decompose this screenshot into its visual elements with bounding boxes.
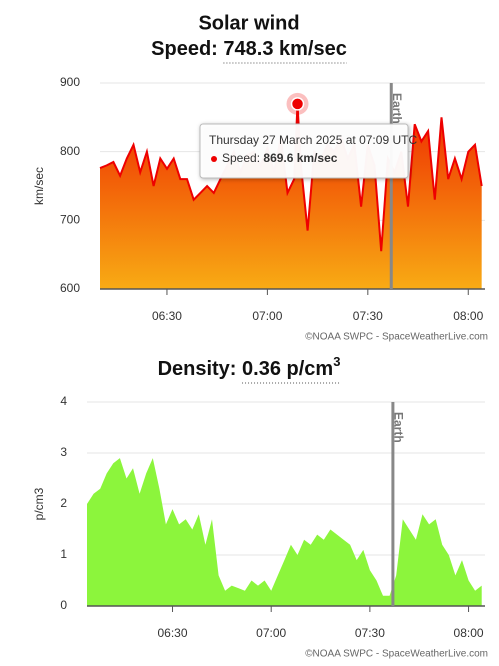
earth-label: Earth [392, 412, 406, 443]
x-tick-label: 08:00 [454, 626, 484, 640]
tooltip-value: 869.6 km/sec [263, 151, 337, 165]
y-tick-label: 4 [60, 394, 67, 408]
y-tick-label: 2 [60, 496, 67, 510]
credit: ©NOAA SWPC - SpaceWeatherLive.com [305, 649, 488, 660]
tooltip-text: Speed: 869.6 km/sec [222, 151, 338, 165]
y-axis-label: km/sec [32, 167, 46, 205]
x-tick-label: 07:30 [355, 626, 385, 640]
subtitle-value: 748.3 km/sec [223, 38, 346, 60]
subtitle-label: Density: [158, 358, 237, 380]
x-tick-label: 07:00 [252, 309, 282, 323]
line [99, 103, 483, 252]
chart-title: Solar wind [198, 12, 299, 34]
tooltip-bullet [211, 156, 217, 162]
subtitle: Speed: 748.3 km/sec [151, 38, 347, 60]
x-tick-label: 06:30 [158, 626, 188, 640]
subtitle-sup: 3 [333, 354, 340, 369]
subtitle-value: 0.36 p/cm [242, 358, 333, 380]
y-tick-label: 900 [60, 75, 80, 89]
x-tick-label: 07:00 [256, 626, 286, 640]
subtitle: Density: 0.36 p/cm3 [158, 354, 341, 380]
x-tick-label: 08:00 [453, 309, 483, 323]
tooltip-label: Speed: [222, 151, 260, 165]
y-tick-label: 600 [60, 281, 80, 295]
tooltip-date: Thursday 27 March 2025 at 07:09 UTC [209, 133, 417, 147]
hover-point [290, 97, 305, 111]
area [87, 458, 482, 606]
area [100, 103, 482, 290]
credit: ©NOAA SWPC - SpaceWeatherLive.com [305, 332, 488, 343]
subtitle-label: Speed: [151, 38, 218, 60]
x-tick-label: 06:30 [152, 309, 182, 323]
x-tick-label: 07:30 [353, 309, 383, 323]
y-tick-label: 700 [60, 213, 80, 227]
y-axis-label: p/cm3 [32, 487, 46, 520]
earth-label: Earth [390, 93, 404, 124]
y-tick-label: 1 [60, 547, 67, 561]
y-tick-label: 0 [60, 598, 67, 612]
tooltip-box [199, 123, 409, 179]
y-tick-label: 3 [60, 445, 67, 459]
y-tick-label: 800 [60, 144, 80, 158]
